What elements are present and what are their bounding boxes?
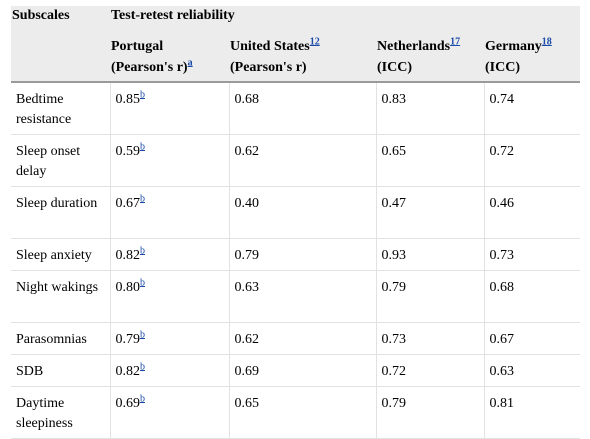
footnote-link-b[interactable]: b [140, 245, 145, 257]
cell-portugal: 0.85b [110, 82, 230, 135]
table-row: Sleep duration 0.67b 0.40 0.47 0.46 [11, 186, 581, 239]
footnote-link-b[interactable]: b [140, 193, 145, 205]
cell-united-states: 0.63 [229, 270, 377, 323]
cell-value: 0.79 [115, 332, 141, 347]
cell-netherlands: 0.93 [376, 238, 485, 271]
cell-netherlands: 0.73 [376, 322, 485, 355]
header-row-group: Subscales Test-retest reliability [11, 6, 581, 33]
table-row: Parasomnias 0.79b 0.62 0.73 0.67 [11, 322, 581, 355]
cell-germany: 0.68 [484, 270, 581, 323]
cell-netherlands: 0.72 [376, 354, 485, 387]
cell-germany: 0.74 [484, 82, 581, 135]
cell-germany: 0.46 [484, 186, 581, 239]
cell-portugal: 0.79b [110, 322, 230, 355]
row-label: Daytime sleepiness [11, 386, 111, 439]
table-row: Night wakings 0.80b 0.63 0.79 0.68 [11, 270, 581, 323]
cell-netherlands: 0.79 [376, 386, 485, 439]
header-netherlands: Netherlands17 (ICC) [376, 33, 484, 82]
cell-value: 0.69 [115, 396, 141, 411]
footnote-link-b[interactable]: b [140, 277, 145, 289]
footnote-link-b[interactable]: b [140, 361, 145, 373]
header-united-states: United States12 (Pearson's r) [229, 33, 376, 82]
cell-netherlands: 0.65 [376, 134, 485, 187]
header-germany-sub: (ICC) [485, 60, 520, 75]
table-row: Daytime sleepiness 0.69b 0.65 0.79 0.81 [11, 386, 581, 439]
cell-portugal: 0.67b [110, 186, 230, 239]
reference-link-17[interactable]: 17 [450, 36, 461, 48]
table-row: SDB 0.82b 0.69 0.72 0.63 [11, 354, 581, 387]
cell-united-states: 0.79 [229, 238, 377, 271]
cell-value: 0.82 [115, 248, 141, 263]
cell-germany: 0.73 [484, 238, 581, 271]
row-label: Parasomnias [11, 322, 111, 355]
table-row: Sleep anxiety 0.82b 0.79 0.93 0.73 [11, 238, 581, 271]
footnote-link-b[interactable]: b [140, 141, 145, 153]
reference-link-12[interactable]: 12 [309, 36, 320, 48]
header-group-title: Test-retest reliability [110, 6, 581, 33]
cell-germany: 0.81 [484, 386, 581, 439]
header-germany-name: Germany [485, 39, 542, 54]
footnote-link-b[interactable]: b [140, 89, 145, 101]
cell-value: 0.67 [115, 196, 141, 211]
footnote-link-a[interactable]: a [187, 57, 193, 69]
header-portugal-sub: (Pearson's r) [111, 60, 188, 75]
cell-germany: 0.72 [484, 134, 581, 187]
cell-germany: 0.67 [484, 322, 581, 355]
header-united-states-sub: (Pearson's r) [230, 60, 307, 75]
cell-united-states: 0.65 [229, 386, 377, 439]
table-row: Bedtime resistance 0.85b 0.68 0.83 0.74 [11, 82, 581, 135]
header-portugal-name: Portugal [111, 39, 164, 54]
header-netherlands-name: Netherlands [377, 39, 451, 54]
header-row-columns: Portugal (Pearson's r)a United States12 … [11, 33, 581, 82]
row-label: Sleep onset delay [11, 134, 111, 187]
reference-link-18[interactable]: 18 [541, 36, 552, 48]
header-empty-cell [11, 33, 110, 82]
cell-portugal: 0.59b [110, 134, 230, 187]
header-portugal: Portugal (Pearson's r)a [110, 33, 229, 82]
cell-portugal: 0.80b [110, 270, 230, 323]
row-label: Sleep anxiety [11, 238, 111, 271]
cell-netherlands: 0.83 [376, 82, 485, 135]
header-united-states-name: United States [230, 39, 310, 54]
header-netherlands-sub: (ICC) [377, 60, 412, 75]
cell-portugal: 0.82b [110, 354, 230, 387]
footnote-link-b[interactable]: b [140, 393, 145, 405]
cell-united-states: 0.68 [229, 82, 377, 135]
cell-portugal: 0.82b [110, 238, 230, 271]
footnote-link-b[interactable]: b [140, 329, 145, 341]
cell-united-states: 0.62 [229, 322, 377, 355]
cell-netherlands: 0.47 [376, 186, 485, 239]
reliability-table: Subscales Test-retest reliability Portug… [11, 6, 581, 439]
cell-germany: 0.63 [484, 354, 581, 387]
cell-united-states: 0.40 [229, 186, 377, 239]
cell-portugal: 0.69b [110, 386, 230, 439]
row-label: SDB [11, 354, 111, 387]
table-row: Sleep onset delay 0.59b 0.62 0.65 0.72 [11, 134, 581, 187]
row-label: Night wakings [11, 270, 111, 323]
cell-united-states: 0.62 [229, 134, 377, 187]
cell-value: 0.59 [115, 144, 141, 159]
row-label: Sleep duration [11, 186, 111, 239]
cell-united-states: 0.69 [229, 354, 377, 387]
row-label: Bedtime resistance [11, 82, 111, 135]
cell-value: 0.80 [115, 280, 141, 295]
cell-value: 0.85 [115, 92, 141, 107]
cell-netherlands: 0.79 [376, 270, 485, 323]
header-germany: Germany18 (ICC) [484, 33, 581, 82]
cell-value: 0.82 [115, 364, 141, 379]
header-subscales: Subscales [11, 6, 110, 33]
